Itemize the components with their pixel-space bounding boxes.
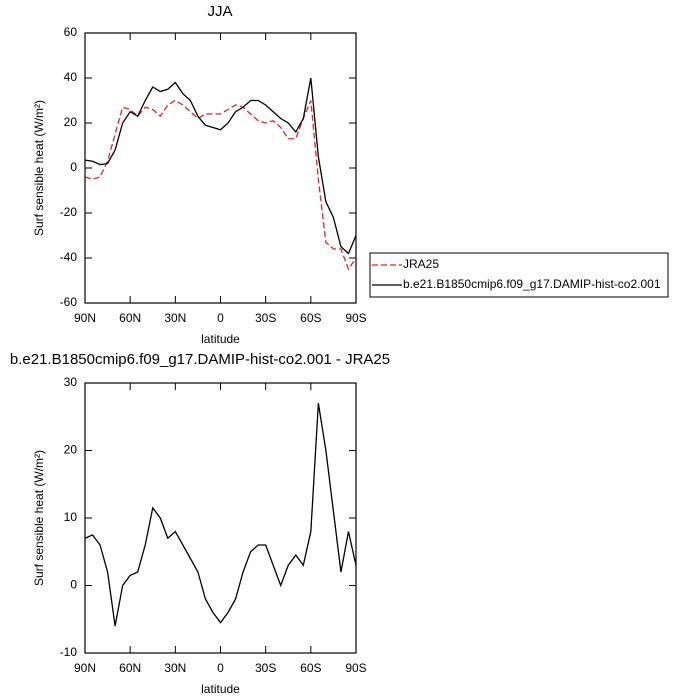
y-tick-label: 10 (64, 510, 78, 524)
y-tick-label: 30 (64, 375, 78, 389)
y-tick-label: -60 (60, 295, 78, 309)
y-axis-label: Surf sensible heat (W/m²) (32, 450, 46, 586)
y-tick-label: -10 (60, 645, 78, 659)
x-tick-label: 60S (300, 661, 321, 675)
chart-title: b.e21.B1850cmip6.f09_g17.DAMIP-hist-co2.… (10, 351, 390, 368)
x-axis-label: latitude (201, 332, 240, 346)
plot-frame (84, 32, 357, 304)
y-tick-label: 0 (70, 578, 77, 592)
legend-label: b.e21.B1850cmip6.f09_g17.DAMIP-hist-co2.… (403, 277, 661, 291)
x-tick-label: 90N (74, 311, 96, 325)
x-tick-label: 60S (300, 311, 321, 325)
y-axis-label: Surf sensible heat (W/m²) (32, 100, 46, 236)
x-tick-label: 60N (119, 661, 141, 675)
y-tick-label: -40 (60, 250, 78, 264)
x-tick-label: 0 (217, 311, 224, 325)
x-tick-label: 30N (164, 661, 186, 675)
chart-title: JJA (207, 3, 232, 20)
y-tick-label: 20 (64, 443, 78, 457)
x-tick-label: 90N (74, 661, 96, 675)
data-line (84, 99, 357, 271)
data-line (84, 403, 357, 627)
x-tick-label: 0 (217, 661, 224, 675)
legend-box (369, 252, 669, 298)
y-tick-label: 40 (64, 70, 78, 84)
x-tick-label: 90S (345, 311, 366, 325)
y-tick-label: 0 (70, 160, 77, 174)
plot-frame (84, 382, 357, 654)
y-tick-label: 60 (64, 25, 78, 39)
y-tick-label: 20 (64, 115, 78, 129)
legend-label: JRA25 (403, 257, 439, 271)
x-tick-label: 60N (119, 311, 141, 325)
x-axis-label: latitude (201, 682, 240, 696)
x-tick-label: 30S (255, 661, 276, 675)
x-tick-label: 30N (164, 311, 186, 325)
y-tick-label: -20 (60, 205, 78, 219)
x-tick-label: 90S (345, 661, 366, 675)
x-tick-label: 30S (255, 311, 276, 325)
data-line (84, 77, 357, 255)
